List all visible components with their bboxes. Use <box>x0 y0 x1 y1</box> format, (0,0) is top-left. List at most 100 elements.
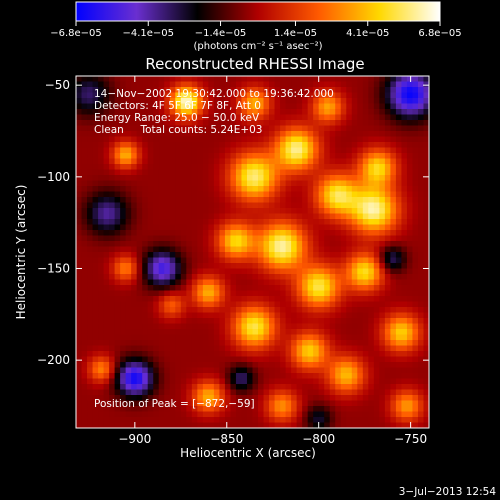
heatmap-cell <box>219 400 226 407</box>
heatmap-cell <box>373 389 380 396</box>
heatmap-cell <box>246 175 253 181</box>
heatmap-cell <box>285 98 292 104</box>
heatmap-cell <box>202 274 209 280</box>
heatmap-cell <box>384 136 391 143</box>
heatmap-cell <box>313 274 320 280</box>
heatmap-cell <box>313 246 320 253</box>
heatmap-cell <box>169 230 176 236</box>
heatmap-cell <box>258 241 264 247</box>
heatmap-cell <box>197 356 204 363</box>
heatmap-cell <box>109 114 116 121</box>
heatmap-cell <box>164 136 171 143</box>
heatmap-cell <box>263 87 270 93</box>
heatmap-cell <box>241 213 248 220</box>
heatmap-cell <box>180 158 187 165</box>
heatmap-cell <box>291 334 298 341</box>
heatmap-cell <box>224 213 231 220</box>
heatmap-cell <box>406 109 413 115</box>
heatmap-cell <box>307 98 314 104</box>
heatmap-cell <box>296 114 303 121</box>
heatmap-cell <box>136 263 143 269</box>
heatmap-cell <box>224 296 231 302</box>
heatmap-cell <box>76 136 82 143</box>
heatmap-cell <box>98 246 104 253</box>
heatmap-cell <box>219 219 226 225</box>
heatmap-cell <box>120 274 127 280</box>
heatmap-cell <box>324 131 331 137</box>
heatmap-cell <box>395 307 402 313</box>
heatmap-cell <box>142 263 149 269</box>
heatmap-cell <box>357 279 364 286</box>
heatmap-cell <box>252 411 259 418</box>
heatmap-cell <box>103 125 110 132</box>
heatmap-cell <box>263 81 270 88</box>
annotation-energy: Energy Range: 25.0 − 50.0 keV <box>94 112 260 124</box>
heatmap-cell <box>263 329 270 335</box>
heatmap-cell <box>169 114 176 121</box>
heatmap-cell <box>324 345 331 352</box>
heatmap-cell <box>120 219 127 225</box>
heatmap-cell <box>335 142 342 148</box>
heatmap-cell <box>280 81 286 88</box>
heatmap-cell <box>98 175 104 181</box>
heatmap-cell <box>307 411 314 418</box>
heatmap-cell <box>241 384 248 390</box>
heatmap-cell <box>208 378 215 385</box>
heatmap-cell <box>406 351 413 357</box>
heatmap-cell <box>81 109 88 115</box>
heatmap-cell <box>153 241 160 247</box>
heatmap-cell <box>362 235 369 242</box>
heatmap-cell <box>246 367 253 374</box>
heatmap-cell <box>263 268 270 275</box>
heatmap-cell <box>164 400 171 407</box>
heatmap-cell <box>76 224 82 231</box>
heatmap-cell <box>390 98 397 104</box>
heatmap-cell <box>136 202 143 209</box>
heatmap-cell <box>142 406 149 412</box>
heatmap-cell <box>147 290 154 297</box>
heatmap-cell <box>230 158 237 165</box>
heatmap-cell <box>395 323 402 330</box>
heatmap-cell <box>98 389 104 396</box>
heatmap-cell <box>109 186 116 192</box>
heatmap-cell <box>153 268 160 275</box>
heatmap-cell <box>285 406 292 412</box>
heatmap-cell <box>175 191 182 198</box>
heatmap-cell <box>269 367 275 374</box>
heatmap-cell <box>241 131 248 137</box>
heatmap-cell <box>241 296 248 302</box>
heatmap-cell <box>307 219 314 225</box>
heatmap-cell <box>175 235 182 242</box>
heatmap-cell <box>136 142 143 148</box>
heatmap-cell <box>346 312 353 319</box>
heatmap-cell <box>368 356 375 363</box>
heatmap-cell <box>92 263 99 269</box>
heatmap-cell <box>318 345 325 352</box>
heatmap-cell <box>395 345 402 352</box>
heatmap-cell <box>76 252 82 258</box>
heatmap-cell <box>379 312 386 319</box>
heatmap-cell <box>291 252 298 258</box>
heatmap-cell <box>313 186 320 192</box>
heatmap-cell <box>208 351 215 357</box>
heatmap-cell <box>147 296 154 302</box>
heatmap-cell <box>280 351 286 357</box>
heatmap-cell <box>125 213 132 220</box>
heatmap-cell <box>406 279 413 286</box>
heatmap-cell <box>120 164 127 170</box>
heatmap-cell <box>329 384 336 390</box>
heatmap-cell <box>103 290 110 297</box>
heatmap-cell <box>81 158 88 165</box>
heatmap-cell <box>417 356 424 363</box>
heatmap-cell <box>362 109 369 115</box>
heatmap-cell <box>125 417 132 423</box>
heatmap-cell <box>357 274 364 280</box>
heatmap-cell <box>125 406 132 412</box>
heatmap-cell <box>274 290 281 297</box>
heatmap-cell <box>81 98 88 104</box>
heatmap-cell <box>368 257 375 264</box>
heatmap-cell <box>302 411 309 418</box>
heatmap-cell <box>373 169 380 176</box>
heatmap-cell <box>92 213 99 220</box>
